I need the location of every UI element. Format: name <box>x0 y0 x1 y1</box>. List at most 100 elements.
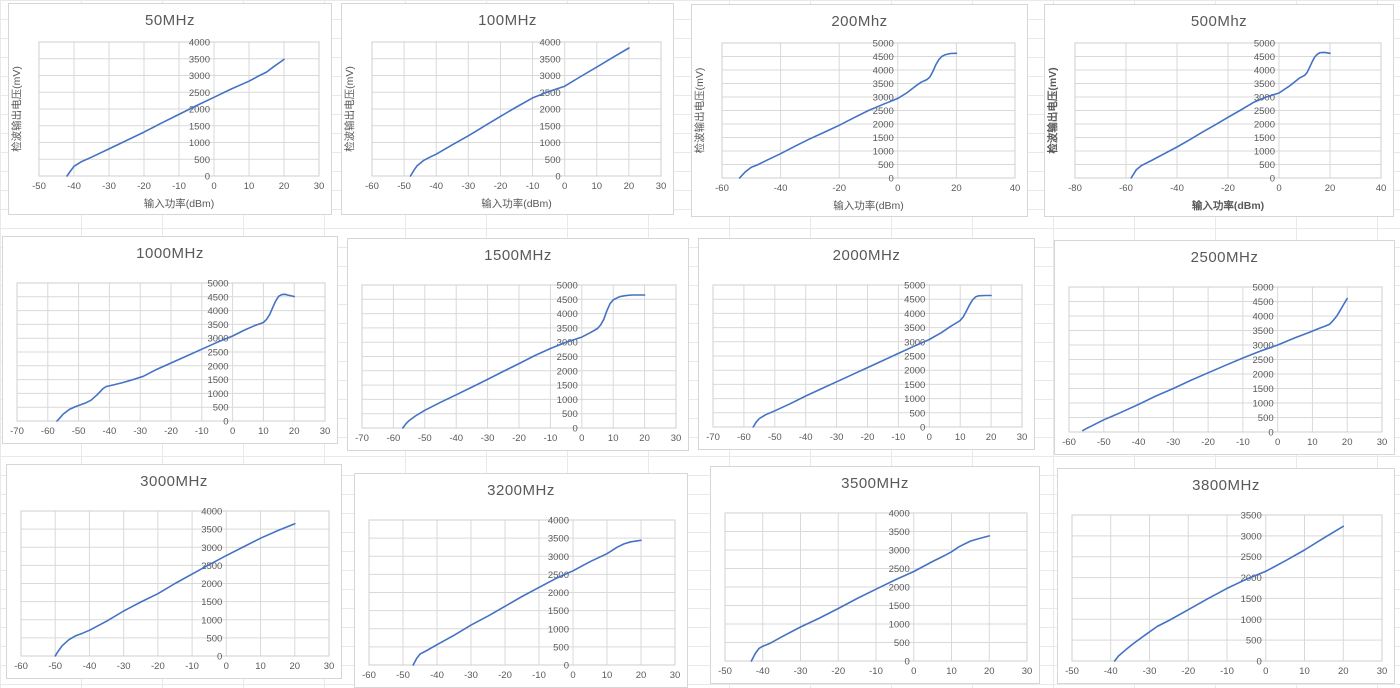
svg-text:-20: -20 <box>1181 666 1195 677</box>
svg-text:2000: 2000 <box>1241 573 1262 584</box>
svg-text:500: 500 <box>562 409 578 420</box>
svg-text:-70: -70 <box>706 432 720 443</box>
svg-text:-50: -50 <box>32 181 46 192</box>
svg-text:-30: -30 <box>461 181 475 192</box>
svg-text:1500: 1500 <box>557 381 578 392</box>
svg-text:0: 0 <box>895 183 900 194</box>
svg-text:30: 30 <box>1377 437 1388 448</box>
svg-text:0: 0 <box>1263 666 1268 677</box>
svg-text:20: 20 <box>624 181 635 192</box>
svg-text:1000: 1000 <box>540 138 561 149</box>
series-line <box>1082 297 1349 432</box>
svg-text:3000: 3000 <box>540 71 561 82</box>
svg-text:10: 10 <box>955 432 966 443</box>
svg-text:500: 500 <box>194 155 210 166</box>
svg-text:1000: 1000 <box>189 138 210 149</box>
svg-text:1500: 1500 <box>540 121 561 132</box>
svg-text:-10: -10 <box>1236 437 1250 448</box>
svg-text:3500: 3500 <box>904 323 925 334</box>
svg-text:-60: -60 <box>41 426 55 437</box>
svg-text:20: 20 <box>636 670 647 681</box>
svg-text:3000: 3000 <box>201 543 222 554</box>
svg-text:2000: 2000 <box>1253 370 1274 381</box>
chart-plot-area: -50 -40 -30 -20 -10 0 10 20 30 0 500 1000 1500 2000 25… <box>1065 511 1387 678</box>
svg-text:4500: 4500 <box>873 52 894 63</box>
svg-text:2500: 2500 <box>189 88 210 99</box>
chart-2500mhz[interactable]: 2500MHz -60 -50 -40 -30 -20 -10 0 10 20 30 0 500 100… <box>1054 240 1395 455</box>
svg-text:500: 500 <box>206 633 222 644</box>
svg-text:-60: -60 <box>1119 183 1133 194</box>
chart-plot-area: -70 -60 -50 -40 -30 -20 -10 0 10 20 30 0 500 1000 1500… <box>10 279 330 438</box>
svg-text:-40: -40 <box>756 666 770 677</box>
chart-500mhz[interactable]: 500Mhz -80 -60 -40 -20 0 20 40 0 500 1000 1500 2000… <box>1044 4 1394 217</box>
chart-100mhz[interactable]: 100MHz -60 -50 -40 -30 -20 -10 0 10 20 30 0 500 1000… <box>341 3 674 215</box>
series-line <box>54 522 296 657</box>
svg-text:-50: -50 <box>718 666 732 677</box>
svg-text:3500: 3500 <box>201 525 222 536</box>
chart-plot-area: -70 -60 -50 -40 -30 -20 -10 0 10 20 30 0 500 1000 1500… <box>706 281 1027 444</box>
chart-2000mhz[interactable]: 2000MHz -70 -60 -50 -40 -30 -20 -10 0 10 20 30 0 500… <box>698 238 1035 450</box>
svg-text:20: 20 <box>1338 666 1349 677</box>
svg-text:40: 40 <box>1010 183 1021 194</box>
svg-text:4000: 4000 <box>201 507 222 518</box>
chart-1500mhz[interactable]: 1500MHz -70 -60 -50 -40 -30 -20 -10 0 10 20 30 0 500… <box>347 238 689 451</box>
chart-plot-area: -60 -50 -40 -30 -20 -10 0 10 20 30 0 500 1000 1500 200… <box>1062 283 1388 449</box>
svg-text:4500: 4500 <box>1254 52 1275 63</box>
svg-text:4500: 4500 <box>904 295 925 306</box>
svg-text:5000: 5000 <box>557 281 578 292</box>
chart-1000mhz[interactable]: 1000MHz -70 -60 -50 -40 -30 -20 -10 0 10 20 30 0 500… <box>2 236 338 444</box>
svg-text:-40: -40 <box>1170 183 1184 194</box>
svg-text:1500: 1500 <box>1254 133 1275 144</box>
svg-text:1500: 1500 <box>873 133 894 144</box>
svg-text:-10: -10 <box>544 433 558 444</box>
chart-3500mhz[interactable]: 3500MHz -50 -40 -30 -20 -10 0 10 20 30 0 500 1000 15… <box>710 466 1040 684</box>
svg-text:-50: -50 <box>1065 666 1079 677</box>
svg-text:4500: 4500 <box>557 295 578 306</box>
chart-3200mhz[interactable]: 3200MHz -60 -50 -40 -30 -20 -10 0 10 20 30 0 500 100… <box>354 473 688 688</box>
svg-text:3000: 3000 <box>1253 341 1274 352</box>
svg-text:1500: 1500 <box>207 375 228 386</box>
svg-text:-10: -10 <box>172 181 186 192</box>
svg-text:3500: 3500 <box>548 534 569 545</box>
chart-title: 3000MHz <box>140 473 208 490</box>
svg-text:2000: 2000 <box>873 120 894 131</box>
svg-text:3000: 3000 <box>548 552 569 563</box>
svg-text:4000: 4000 <box>557 309 578 320</box>
chart-3000mhz[interactable]: 3000MHz -60 -50 -40 -30 -20 -10 0 10 20 30 0 500 100… <box>6 464 342 679</box>
svg-text:3500: 3500 <box>189 54 210 65</box>
chart-3800mhz[interactable]: 3800MHz -50 -40 -30 -20 -10 0 10 20 30 0 500 1000 15… <box>1057 468 1395 684</box>
svg-text:2000: 2000 <box>1254 120 1275 131</box>
svg-text:0: 0 <box>223 417 228 428</box>
svg-text:5000: 5000 <box>904 281 925 292</box>
svg-text:-60: -60 <box>387 433 401 444</box>
svg-text:2000: 2000 <box>189 105 210 116</box>
svg-text:3000: 3000 <box>904 337 925 348</box>
svg-text:1500: 1500 <box>1241 594 1262 605</box>
svg-text:10: 10 <box>255 661 266 672</box>
svg-text:20: 20 <box>984 666 995 677</box>
svg-text:-10: -10 <box>869 666 883 677</box>
chart-50mhz[interactable]: 50MHz -50 -40 -30 -20 -10 0 10 20 30 0 500 1000 1500… <box>8 3 332 215</box>
svg-text:3500: 3500 <box>540 54 561 65</box>
svg-text:-10: -10 <box>195 426 209 437</box>
svg-text:3500: 3500 <box>207 320 228 331</box>
svg-text:2500: 2500 <box>1253 355 1274 366</box>
svg-text:0: 0 <box>230 426 235 437</box>
svg-text:20: 20 <box>289 661 300 672</box>
svg-text:2500: 2500 <box>1254 106 1275 117</box>
series-line <box>409 47 630 177</box>
svg-text:30: 30 <box>324 661 335 672</box>
chart-title: 500Mhz <box>1190 13 1248 30</box>
svg-text:20: 20 <box>1325 183 1336 194</box>
svg-text:-40: -40 <box>1132 437 1146 448</box>
svg-text:-60: -60 <box>1062 437 1076 448</box>
svg-text:1500: 1500 <box>889 601 910 612</box>
svg-text:-10: -10 <box>1220 666 1234 677</box>
svg-text:2500: 2500 <box>548 570 569 581</box>
chart-title: 1500MHz <box>484 247 552 264</box>
svg-text:500: 500 <box>545 155 561 166</box>
chart-200mhz[interactable]: 200Mhz -60 -40 -20 0 20 40 0 500 1000 1500 2000 250… <box>691 4 1028 217</box>
series-line <box>1113 525 1345 662</box>
svg-text:-50: -50 <box>397 181 411 192</box>
